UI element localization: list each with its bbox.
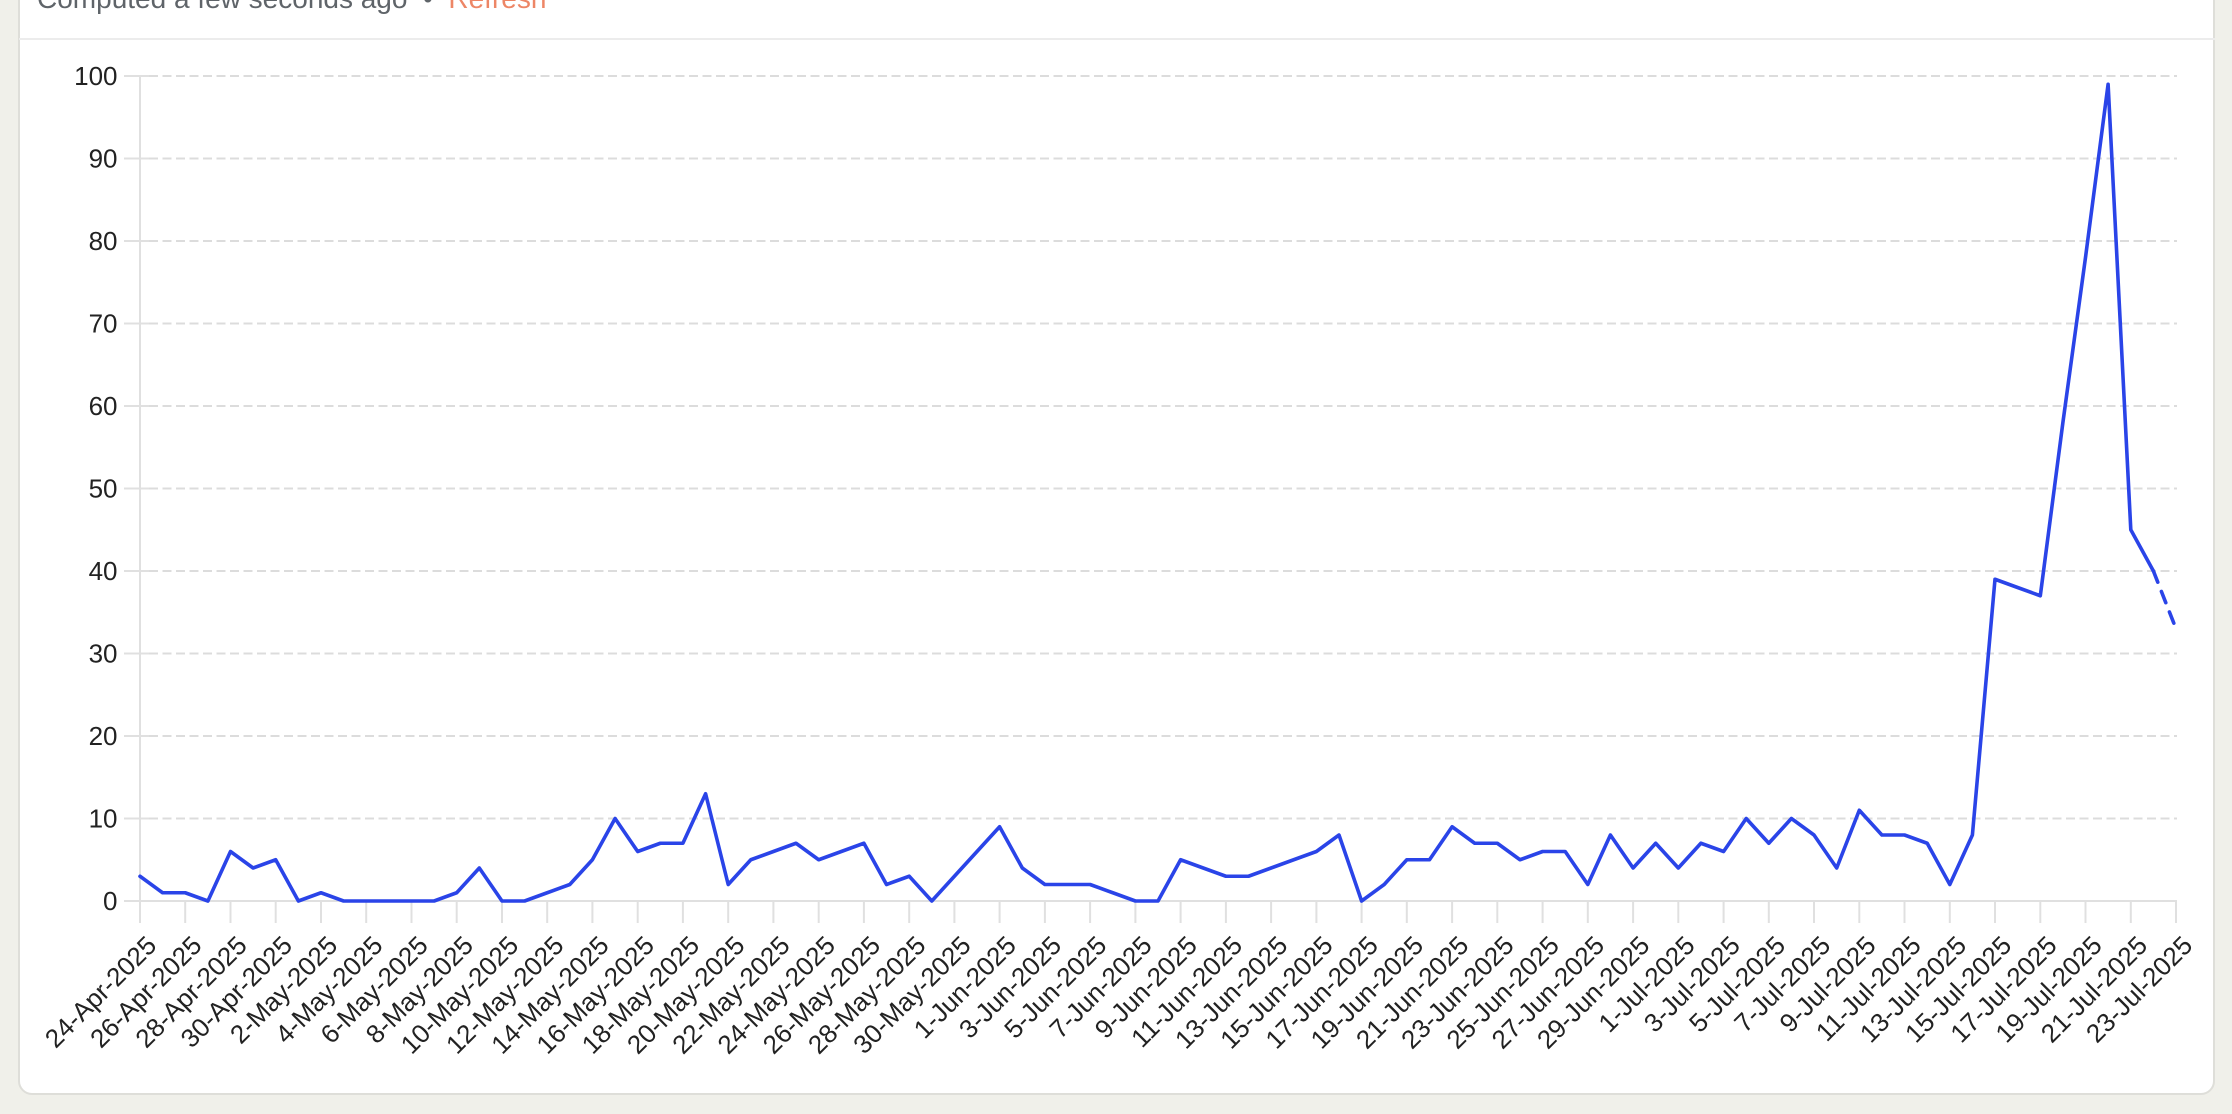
svg-text:20: 20 xyxy=(89,721,118,751)
svg-text:0: 0 xyxy=(103,886,117,916)
svg-text:10: 10 xyxy=(89,804,118,834)
svg-text:40: 40 xyxy=(89,556,118,586)
svg-text:70: 70 xyxy=(89,309,118,339)
svg-text:90: 90 xyxy=(89,144,118,174)
svg-text:60: 60 xyxy=(89,391,118,421)
svg-text:30: 30 xyxy=(89,639,118,669)
svg-text:80: 80 xyxy=(89,226,118,256)
svg-text:100: 100 xyxy=(74,61,117,91)
svg-text:50: 50 xyxy=(89,474,118,504)
